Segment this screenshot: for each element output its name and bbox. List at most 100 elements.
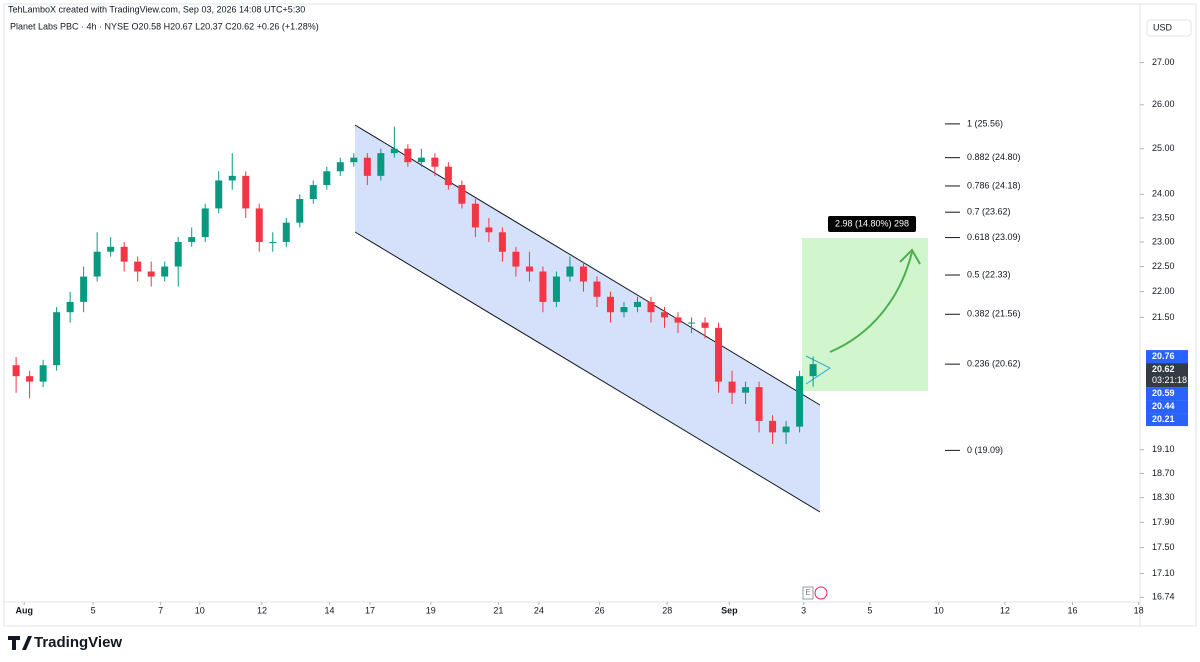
candle-body <box>336 162 344 172</box>
y-tick-label: 18.70 <box>1152 468 1175 478</box>
y-tick-label: 25.00 <box>1152 143 1175 153</box>
y-tick-label: 27.00 <box>1152 57 1175 67</box>
dividend-icon[interactable] <box>814 586 828 600</box>
symbol-info: Planet Labs PBC · 4h · NYSE O20.58 H20.6… <box>10 21 319 31</box>
candle-body <box>53 312 61 366</box>
candle-body <box>188 237 196 242</box>
earnings-letter[interactable]: E <box>805 588 810 597</box>
candle-body <box>579 266 587 282</box>
x-tick-label: 3 <box>801 605 806 615</box>
price-badge-label: 20.76 <box>1152 351 1175 361</box>
candle-body <box>39 365 47 382</box>
candle-body <box>809 364 817 377</box>
candle-body <box>215 180 223 209</box>
candle-body <box>458 185 466 204</box>
candle-body <box>769 420 777 433</box>
y-tick-label: 17.50 <box>1152 542 1175 552</box>
candle-body <box>377 153 385 176</box>
candle-body <box>728 381 736 393</box>
y-tick-label: 24.00 <box>1152 189 1175 199</box>
fib-label: 0.7 (23.62) <box>967 207 1011 217</box>
candle-body <box>242 175 250 209</box>
price-badge-label: 20.62 <box>1152 364 1175 374</box>
price-badge-label: 20.21 <box>1152 414 1175 424</box>
candle-body <box>26 376 34 382</box>
channel-top <box>354 124 821 406</box>
candle-body <box>620 307 628 313</box>
channel <box>355 125 820 512</box>
earnings-icon[interactable] <box>802 586 814 600</box>
candle-body <box>647 301 655 313</box>
candle-body <box>296 199 304 223</box>
y-tick-label: 17.10 <box>1152 568 1175 578</box>
y-tick-label: 21.50 <box>1152 312 1175 322</box>
candle-body <box>593 281 601 297</box>
candle-body <box>282 222 290 242</box>
x-tick-label: 19 <box>426 605 436 615</box>
currency[interactable]: USD <box>1153 22 1173 32</box>
candle-body <box>796 376 804 427</box>
price-badge <box>1146 387 1188 401</box>
candle-body <box>485 227 493 233</box>
x-tick-label: 14 <box>324 605 334 615</box>
x-tick-label: 12 <box>257 605 267 615</box>
arrow-head <box>899 248 921 265</box>
candle-body <box>688 322 696 324</box>
candle-body <box>12 365 20 377</box>
fib-label: 0.882 (24.80) <box>967 152 1021 162</box>
fib-label: 0.382 (21.56) <box>967 309 1021 319</box>
candle-body <box>309 185 317 200</box>
x-tick-label: 5 <box>867 605 872 615</box>
y-tick-label: 22.00 <box>1152 286 1175 296</box>
x-tick-label: 10 <box>195 605 205 615</box>
candle-body <box>107 246 115 252</box>
candle-body <box>174 241 182 267</box>
candle-body <box>701 322 709 328</box>
logo-mark <box>8 636 32 650</box>
candle-body <box>93 251 101 277</box>
y-tick-label: 23.50 <box>1152 212 1175 222</box>
price-badge <box>1146 350 1188 364</box>
channel-bottom <box>354 231 821 513</box>
candle-body <box>566 266 574 277</box>
plot: 27.00 26.00 25.00 24.00 23.50 23.00 22.50 22.00… <box>12 57 1175 615</box>
x-tick-label: 12 <box>1000 605 1010 615</box>
x-tick-label: 21 <box>493 605 503 615</box>
x-tick-label: Aug <box>15 605 33 615</box>
candle-body <box>269 241 277 243</box>
header-credit: TehLamboX created with TradingView.com, … <box>8 4 305 14</box>
candle-body <box>147 271 155 277</box>
arrow <box>829 251 913 353</box>
candle-body <box>539 271 547 302</box>
fib-label: 0.786 (24.18) <box>967 180 1021 190</box>
candle-body <box>66 301 74 313</box>
x-tick-label: 5 <box>91 605 96 615</box>
price-badge <box>1146 400 1188 414</box>
candle-body <box>390 148 398 154</box>
x-tick-label: Sep <box>721 605 738 615</box>
price-badge-label: 20.44 <box>1152 401 1175 411</box>
logo-text: TradingView <box>34 634 122 651</box>
candle-body <box>525 266 533 272</box>
candle-body <box>498 232 506 252</box>
candle-body <box>552 276 560 302</box>
fib-label: 0 (19.09) <box>967 445 1003 455</box>
y-tick-label: 26.00 <box>1152 99 1175 109</box>
candle-body <box>471 203 479 228</box>
fib-label: 0.618 (23.09) <box>967 232 1021 242</box>
candle-body <box>80 276 88 302</box>
candle-body <box>228 175 236 181</box>
candle-body <box>755 387 763 421</box>
candle-body <box>782 426 790 433</box>
x-tick-label: 16 <box>1067 605 1077 615</box>
candle-body <box>404 148 412 163</box>
y-tick-label: 22.50 <box>1152 261 1175 271</box>
candle-body <box>134 261 142 272</box>
candle-body <box>606 296 614 313</box>
candle-body <box>512 251 520 267</box>
x-tick-label: 24 <box>534 605 544 615</box>
candle-body <box>444 166 452 186</box>
candle-body <box>742 387 750 393</box>
currency-box[interactable] <box>1146 19 1192 37</box>
x-tick-label: 10 <box>934 605 944 615</box>
